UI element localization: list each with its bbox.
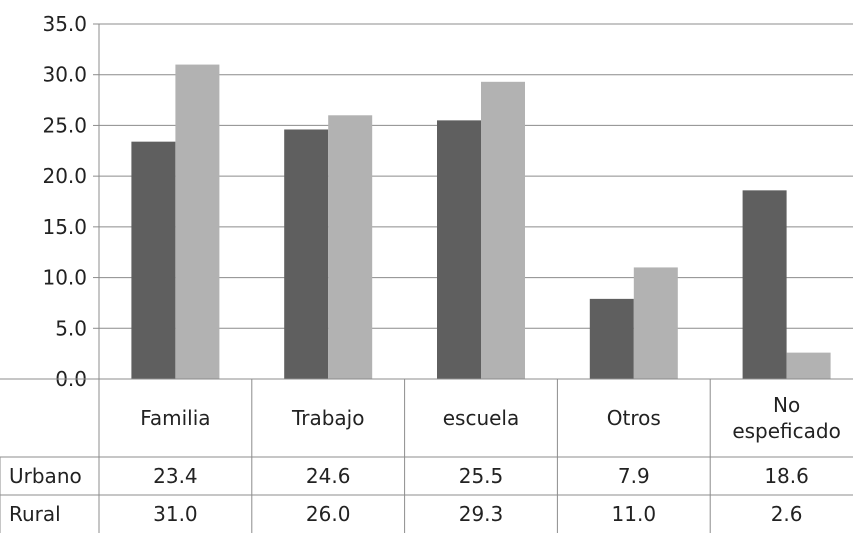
data-table-value: 18.6 bbox=[764, 464, 809, 488]
category-label: escuela bbox=[443, 406, 520, 430]
y-tick-label: 15.0 bbox=[42, 215, 87, 239]
data-table-value: 2.6 bbox=[771, 502, 803, 526]
bar-rural-4 bbox=[633, 267, 678, 379]
series-name-rural: Rural bbox=[9, 502, 61, 526]
category-label: No bbox=[773, 393, 800, 417]
y-tick-label: 10.0 bbox=[42, 266, 87, 290]
bar-urbano-2 bbox=[284, 129, 329, 379]
bar-urbano-4 bbox=[589, 298, 634, 379]
category-label: Familia bbox=[140, 406, 210, 430]
y-tick-label: 30.0 bbox=[42, 63, 87, 87]
category-label: Otros bbox=[607, 406, 661, 430]
y-tick-label: 5.0 bbox=[55, 316, 87, 340]
category-label: Trabajo bbox=[291, 406, 365, 430]
y-tick-label: 25.0 bbox=[42, 113, 87, 137]
data-table-value: 25.5 bbox=[459, 464, 504, 488]
y-tick-label: 35.0 bbox=[42, 12, 87, 36]
series-name-urbano: Urbano bbox=[9, 464, 82, 488]
bar-rural-1 bbox=[175, 64, 220, 380]
bar-urbano-3 bbox=[437, 120, 481, 379]
bar-urbano-5 bbox=[742, 190, 787, 379]
data-table-value: 7.9 bbox=[618, 464, 650, 488]
category-label: espeficado bbox=[732, 419, 841, 443]
bar-rural-2 bbox=[328, 115, 373, 380]
bar-rural-5 bbox=[786, 352, 831, 379]
data-table-value: 23.4 bbox=[153, 464, 198, 488]
data-table-value: 31.0 bbox=[153, 502, 198, 526]
data-table-value: 29.3 bbox=[459, 502, 504, 526]
y-tick-label: 20.0 bbox=[42, 164, 87, 188]
bar-urbano-1 bbox=[131, 141, 176, 379]
data-table-value: 11.0 bbox=[612, 502, 657, 526]
data-table-value: 24.6 bbox=[306, 464, 351, 488]
data-table-value: 26.0 bbox=[306, 502, 351, 526]
bar-rural-3 bbox=[481, 81, 525, 380]
